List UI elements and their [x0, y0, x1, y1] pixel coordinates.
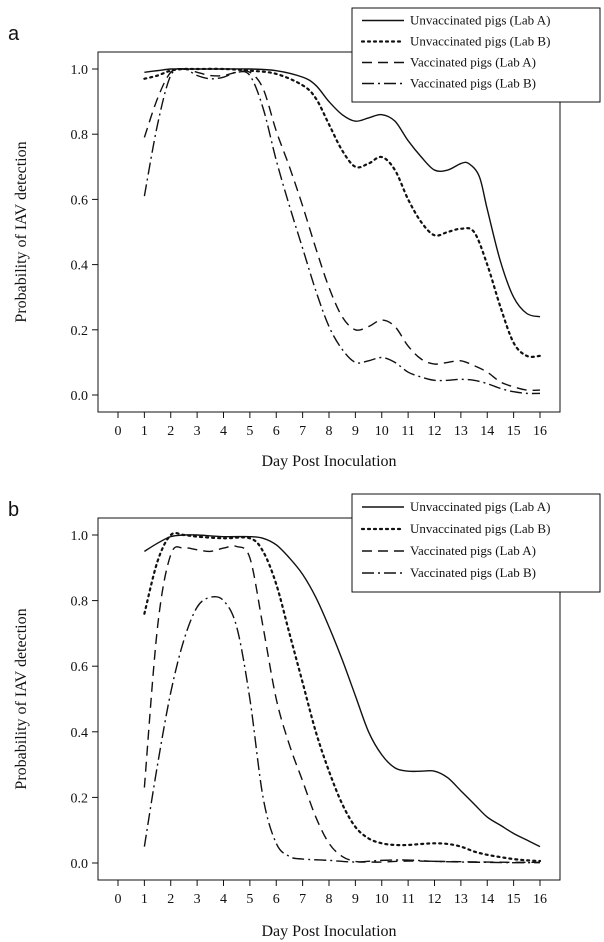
legend-label: Unvaccinated pigs (Lab B) — [410, 34, 550, 49]
x-axis-title: Day Post Inoculation — [261, 453, 396, 470]
y-tick-label: 1.0 — [71, 63, 89, 78]
legend-label: Vaccinated pigs (Lab A) — [410, 543, 536, 558]
legend: Unvaccinated pigs (Lab A) Unvaccinated pi… — [351, 493, 601, 593]
series-line-2 — [143, 531, 542, 863]
series-line-4 — [143, 67, 541, 395]
x-tick-label: 11 — [401, 892, 414, 907]
legend-label: Vaccinated pigs (Lab B) — [410, 76, 536, 91]
x-tick-label: 3 — [194, 892, 201, 907]
chart-panel-a: a0 1 2 3 4 5 6 7 8 9 10 11 12 13 14 15 160.00.20.40.60.8… — [8, 7, 601, 470]
x-tick-label: 15 — [507, 892, 521, 907]
y-tick-label: 0.2 — [71, 324, 89, 339]
legend-box — [351, 493, 601, 593]
x-tick-label: 13 — [454, 892, 468, 907]
x-tick-label: 0 — [115, 424, 122, 439]
x-tick-label: 10 — [375, 424, 389, 439]
y-tick-label: 0.6 — [71, 193, 89, 208]
y-tick-label: 0.0 — [71, 389, 89, 404]
x-tick-label: 6 — [273, 892, 280, 907]
legend-label: Vaccinated pigs (Lab A) — [410, 55, 536, 70]
plot-frame — [97, 51, 561, 413]
x-tick-label: 0 — [115, 892, 122, 907]
series-line-2 — [143, 67, 542, 358]
series-line-1 — [144, 68, 541, 318]
x-tick-label: 8 — [326, 424, 333, 439]
x-tick-label: 13 — [454, 424, 468, 439]
x-tick-label: 16 — [533, 424, 547, 439]
legend-label: Unvaccinated pigs (Lab A) — [410, 499, 550, 514]
x-tick-label: 15 — [507, 424, 521, 439]
x-tick-label: 2 — [167, 424, 174, 439]
x-tick-label: 8 — [326, 892, 333, 907]
y-tick-label: 0.4 — [71, 259, 89, 274]
x-tick-label: 12 — [428, 892, 442, 907]
x-tick-label: 10 — [375, 892, 389, 907]
x-tick-label: 16 — [533, 892, 547, 907]
x-tick-label: 14 — [480, 892, 494, 907]
x-tick-label: 1 — [141, 892, 148, 907]
chart-panel-b: b0 1 2 3 4 5 6 7 8 9 10 11 12 13 14 15 160.00.20.40.60.8… — [8, 493, 601, 940]
legend-label: Unvaccinated pigs (Lab B) — [410, 521, 550, 536]
x-tick-label: 7 — [299, 892, 306, 907]
x-axis-title: Day Post Inoculation — [261, 923, 396, 940]
x-tick-label: 9 — [352, 892, 359, 907]
panel-letter: a — [8, 23, 20, 45]
x-tick-label: 4 — [220, 892, 227, 907]
legend-label: Vaccinated pigs (Lab B) — [410, 565, 536, 580]
y-axis-title: Probability of IAV detection — [13, 141, 30, 322]
x-tick-label: 3 — [194, 424, 201, 439]
y-tick-label: 0.0 — [71, 857, 89, 872]
x-tick-label: 12 — [428, 424, 442, 439]
series-line-3 — [143, 68, 541, 392]
y-tick-label: 0.8 — [71, 128, 89, 143]
x-tick-label: 5 — [246, 424, 253, 439]
x-tick-label: 6 — [273, 424, 280, 439]
series-line-3 — [143, 545, 541, 864]
x-tick-label: 14 — [480, 424, 494, 439]
series-line-4 — [143, 595, 541, 864]
panel-letter: b — [8, 499, 19, 521]
series-line-1 — [144, 534, 541, 848]
y-tick-label: 0.4 — [71, 726, 89, 741]
y-tick-label: 0.6 — [71, 660, 89, 675]
x-tick-label: 11 — [401, 424, 414, 439]
x-tick-label: 1 — [141, 424, 148, 439]
legend: Unvaccinated pigs (Lab A) Unvaccinated pi… — [351, 7, 601, 103]
x-tick-label: 5 — [246, 892, 253, 907]
y-tick-label: 0.8 — [71, 595, 89, 610]
y-axis-title: Probability of IAV detection — [13, 608, 30, 789]
x-tick-label: 4 — [220, 424, 227, 439]
x-tick-label: 2 — [167, 892, 174, 907]
legend-label: Unvaccinated pigs (Lab A) — [410, 13, 550, 28]
y-tick-label: 0.2 — [71, 791, 89, 806]
legend-box — [351, 7, 601, 103]
x-tick-label: 9 — [352, 424, 359, 439]
y-tick-label: 1.0 — [71, 529, 89, 544]
x-tick-label: 7 — [299, 424, 306, 439]
